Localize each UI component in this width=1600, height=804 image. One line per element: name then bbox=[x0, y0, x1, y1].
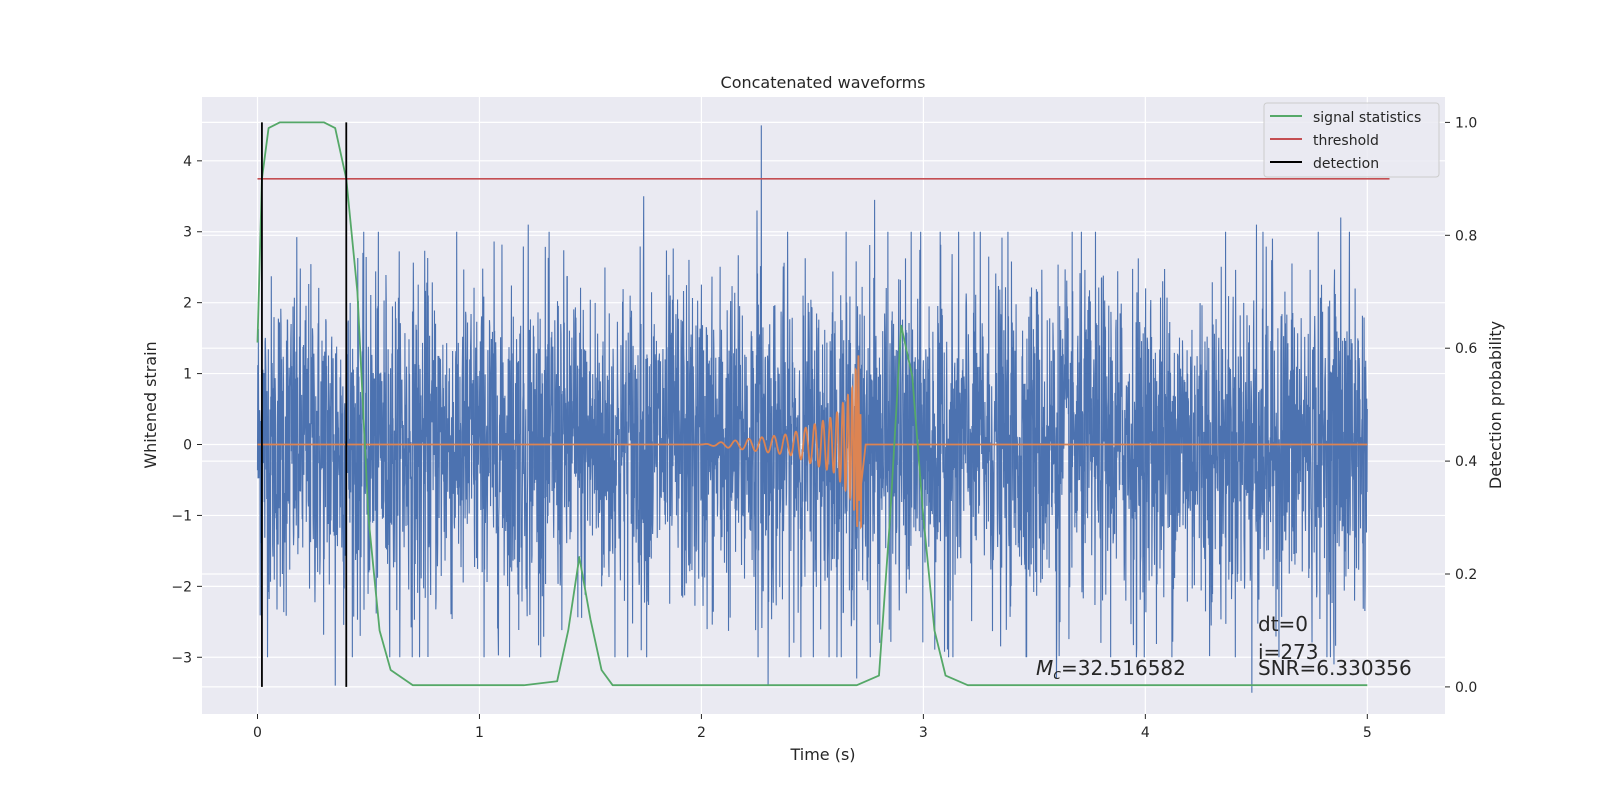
legend-label-detection: detection bbox=[1313, 156, 1379, 172]
legend-label-threshold: threshold bbox=[1313, 133, 1379, 149]
y-tick-label: 4 bbox=[183, 154, 192, 170]
annotation-snr: SNR=6.330356 bbox=[1258, 656, 1412, 680]
noise-series-line bbox=[256, 125, 1368, 693]
y-tick-label: −1 bbox=[171, 508, 192, 524]
chart-title: Concatenated waveforms bbox=[721, 73, 926, 92]
y-tick-label: −3 bbox=[171, 650, 192, 666]
y-axis-label: Whitened strain bbox=[141, 341, 160, 468]
legend-frame bbox=[1263, 102, 1440, 178]
x-axis-label: Time (s) bbox=[789, 745, 855, 764]
y-tick-label: −2 bbox=[171, 579, 192, 595]
x-tick-label: 4 bbox=[1141, 725, 1150, 741]
y-axis-right-label: Detection probability bbox=[1486, 321, 1505, 489]
y-right-tick-label: 0.4 bbox=[1455, 454, 1477, 470]
annotation-index: i=273 bbox=[1258, 640, 1319, 664]
y-tick-label: 3 bbox=[183, 225, 192, 241]
y-right-tick-label: 0.8 bbox=[1455, 228, 1477, 244]
x-tick-label: 0 bbox=[253, 725, 262, 741]
annotation-dt: dt=0 bbox=[1258, 612, 1308, 636]
x-tick-label: 5 bbox=[1363, 725, 1372, 741]
x-tick-label: 1 bbox=[475, 725, 484, 741]
signal-statistics-line bbox=[256, 121, 1368, 687]
y-right-tick-label: 1.0 bbox=[1455, 115, 1477, 131]
chirp-series-line bbox=[257, 355, 1368, 530]
y-right-tick-label: 0.6 bbox=[1455, 341, 1477, 357]
y-right-tick-label: 0.0 bbox=[1455, 680, 1477, 696]
x-tick-label: 2 bbox=[697, 725, 706, 741]
y-right-tick-label: 0.2 bbox=[1455, 567, 1477, 583]
annotation-chirp-mass: Mc=32.516582 bbox=[1036, 656, 1186, 683]
y-tick-label: 2 bbox=[183, 296, 192, 312]
x-tick-label: 3 bbox=[919, 725, 928, 741]
legend-label-signal-statistics: signal statistics bbox=[1313, 110, 1421, 126]
series-layer bbox=[256, 121, 1390, 693]
axes: 0 1 2 3 4 5 −3 −2 −1 0 1 2 3 4 0.0 0.2 0.4 0.6 0.8 1.0 bbox=[171, 115, 1477, 741]
y-tick-label: 1 bbox=[183, 367, 192, 383]
y-tick-label: 0 bbox=[183, 438, 192, 454]
legend: signal statistics threshold detection bbox=[1263, 102, 1440, 178]
